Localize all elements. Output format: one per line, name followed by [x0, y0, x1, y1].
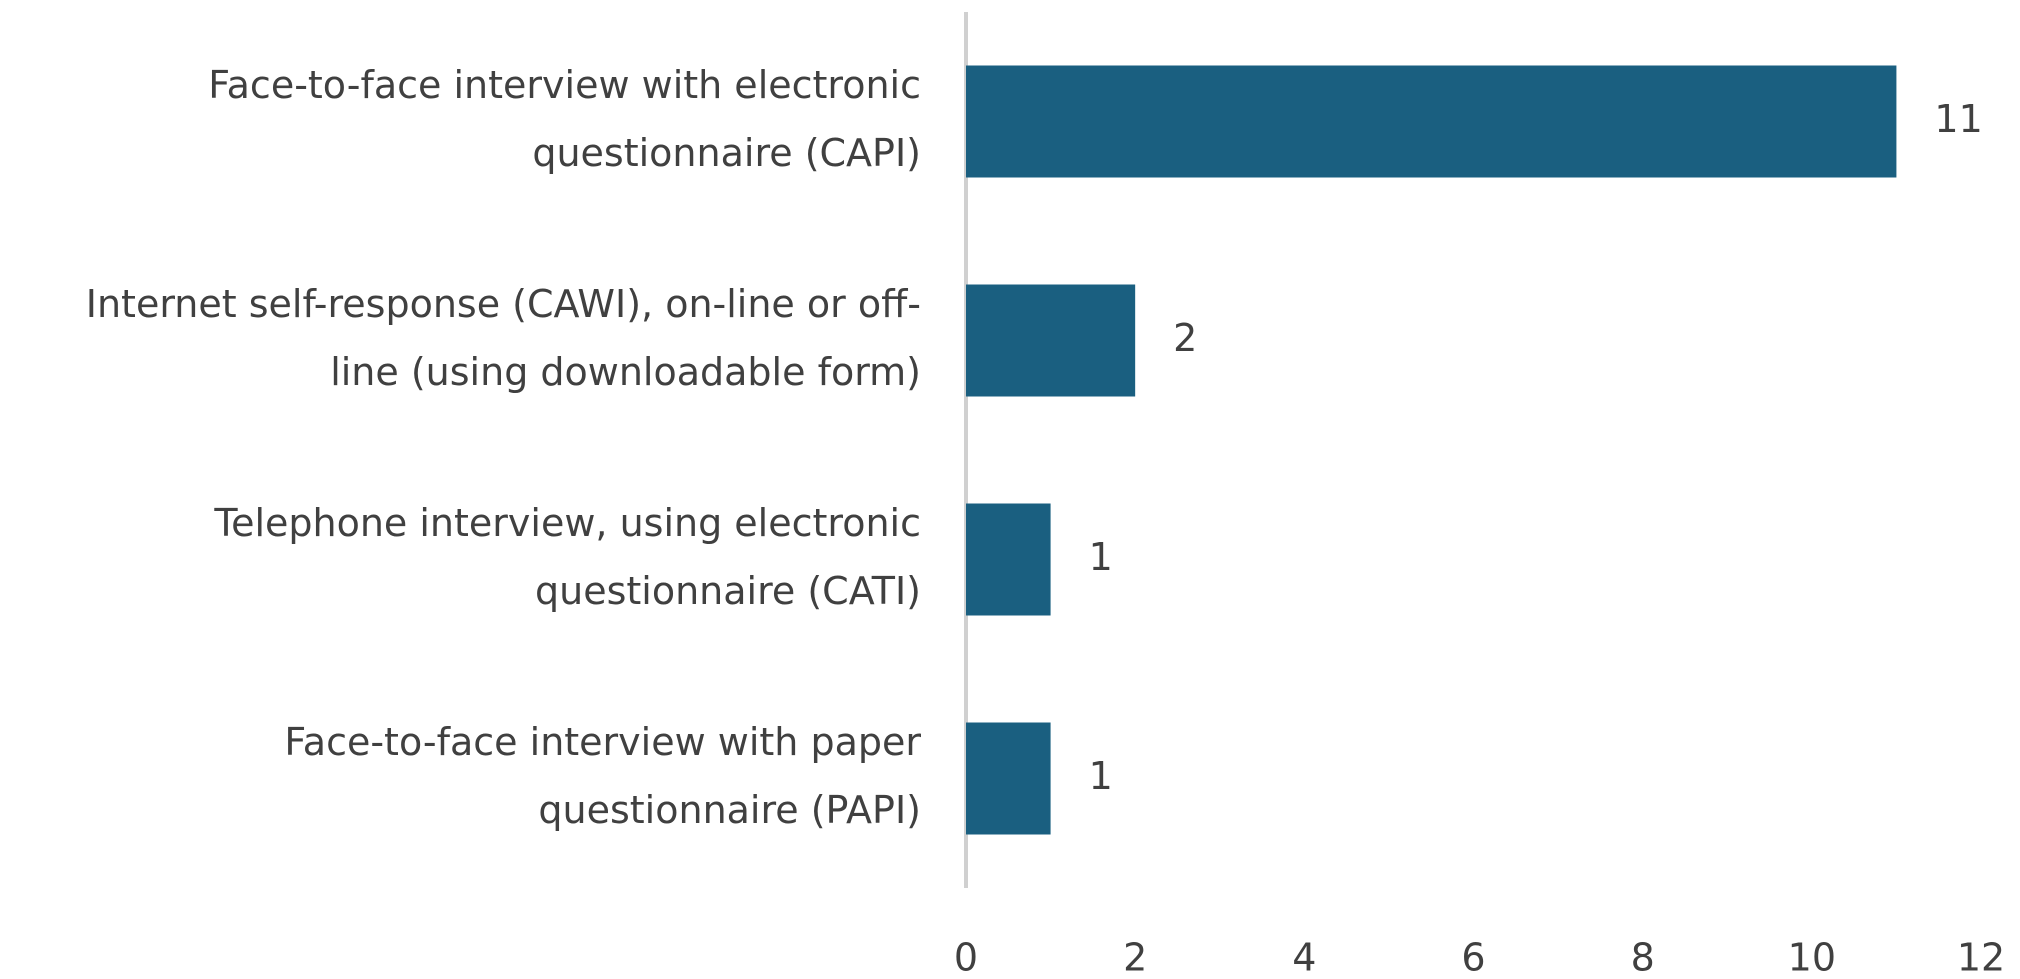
y-tick-label: questionnaire (CATI): [535, 569, 921, 613]
value-label: 1: [1089, 754, 1113, 798]
y-tick-label: line (using downloadable form): [330, 350, 921, 394]
bar: [966, 722, 1051, 835]
y-tick-label: questionnaire (PAPI): [538, 788, 921, 832]
bar: [966, 503, 1051, 616]
x-tick-label: 8: [1631, 936, 1655, 979]
x-tick-label: 2: [1123, 936, 1147, 979]
bar: [966, 284, 1136, 397]
x-tick-label: 4: [1292, 936, 1316, 979]
y-tick-label: Face-to-face interview with electronic: [208, 63, 921, 107]
y-tick-label: Internet self-response (CAWI), on-line o…: [86, 282, 921, 326]
y-tick-label: Telephone interview, using electronic: [213, 501, 921, 545]
x-tick-label: 0: [954, 936, 978, 979]
y-tick-label: Face-to-face interview with paper: [284, 720, 921, 764]
value-label: 2: [1173, 316, 1197, 360]
x-tick-label: 6: [1461, 936, 1485, 979]
x-tick-label: 10: [1788, 936, 1836, 979]
x-tick-label: 12: [1957, 936, 2005, 979]
value-label: 1: [1089, 535, 1113, 579]
bar: [966, 65, 1897, 178]
y-tick-label: questionnaire (CAPI): [532, 131, 921, 175]
value-label: 11: [1934, 97, 1982, 141]
